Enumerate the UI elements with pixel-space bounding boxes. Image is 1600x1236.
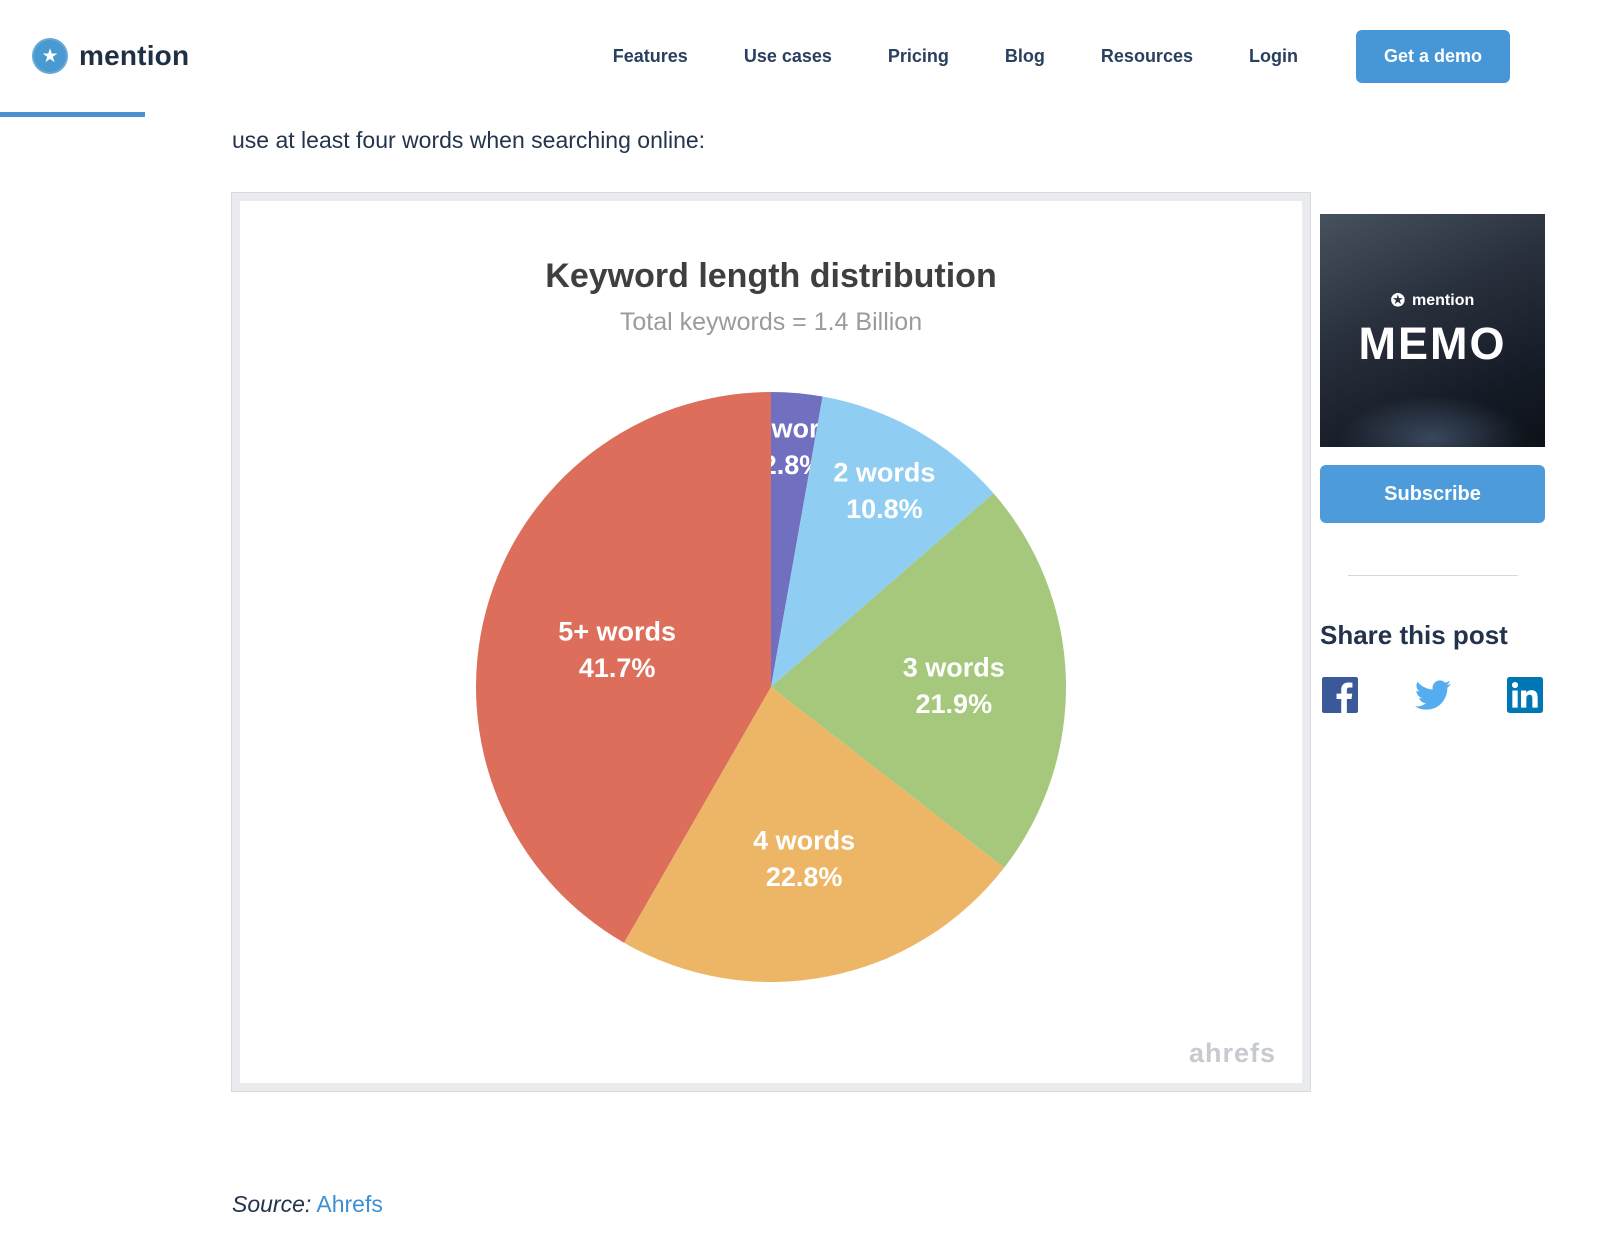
memo-title: MEMO	[1358, 317, 1507, 369]
source-label: Source:	[232, 1191, 312, 1217]
mention-logo[interactable]: ★ mention	[32, 38, 189, 74]
twitter-icon[interactable]	[1414, 677, 1451, 713]
ahrefs-watermark: ahrefs	[1188, 1038, 1276, 1068]
chart-title: Keyword length distribution	[545, 257, 997, 295]
pie-slice-5-words	[475, 392, 771, 943]
memo-star-icon: ✪	[1390, 291, 1406, 310]
linkedin-icon-path	[1507, 677, 1543, 713]
source-line: Source: Ahrefs	[232, 1191, 1600, 1218]
reading-progress-bar	[0, 112, 145, 117]
social-icons-row	[1320, 677, 1545, 713]
chart-image-frame: Keyword length distribution Total keywor…	[231, 192, 1311, 1092]
pie-slice-label: 2 words 10.8%	[833, 457, 935, 523]
nav-item-use-cases[interactable]: Use cases	[743, 45, 832, 66]
memo-brand-text: mention	[1412, 291, 1475, 309]
nav-item-resources[interactable]: Resources	[1100, 45, 1193, 66]
linkedin-icon[interactable]	[1507, 677, 1543, 713]
nav-item-login[interactable]: Login	[1248, 45, 1298, 66]
keyword-length-pie-chart: 1 word 2.8% 2 words 10.8%3 words 21.9%4 word…	[475, 392, 1067, 983]
get-a-demo-button[interactable]: Get a demo	[1355, 29, 1510, 83]
intro-text: use at least four words when searching o…	[232, 127, 706, 153]
pie-slice-1-word	[771, 392, 823, 687]
article-body: use at least four words when searching o…	[0, 125, 1600, 1218]
nav-item-blog[interactable]: Blog	[1004, 45, 1045, 66]
pie-slice-3-words	[771, 493, 1067, 868]
pie-slice-4-words	[624, 687, 1005, 983]
twitter-icon-path	[1414, 680, 1451, 710]
mention-logo-text: mention	[79, 40, 190, 71]
pie-slice-label: 5+ words 41.7%	[558, 617, 676, 683]
pie-slice-2-words	[771, 396, 994, 687]
nav-item-pricing[interactable]: Pricing	[887, 45, 949, 66]
subscribe-button[interactable]: Subscribe	[1320, 465, 1545, 523]
memo-brand: ✪ mention	[1391, 292, 1474, 310]
memo-banner[interactable]: ✪ mention MEMO	[1320, 214, 1545, 447]
sidebar-divider	[1347, 575, 1518, 576]
facebook-icon-path	[1322, 677, 1358, 713]
source-ahrefs-link[interactable]: Ahrefs	[316, 1191, 383, 1217]
pie-slice-label: 4 words 22.8%	[753, 826, 855, 892]
nav-item-features[interactable]: Features	[612, 45, 688, 66]
pie-slice-label: 3 words 21.9%	[903, 652, 1005, 718]
main-nav: Features Use cases Pricing Blog Resource…	[613, 46, 1298, 67]
sidebar: ✪ mention MEMO Subscribe Share this post	[1320, 214, 1545, 713]
mention-star-icon: ★	[32, 38, 68, 74]
facebook-icon[interactable]	[1322, 677, 1358, 713]
site-header: ★ mention Features Use cases Pricing Blo…	[0, 0, 1600, 112]
chart-subtitle: Total keywords = 1.4 Billion	[619, 308, 923, 336]
share-this-post-heading: Share this post	[1320, 620, 1508, 650]
